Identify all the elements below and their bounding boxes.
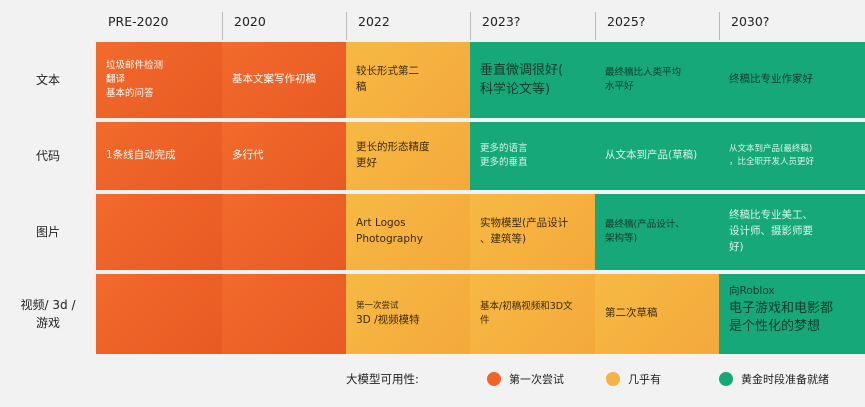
cell-image-2022: Art Logos Photography — [346, 194, 470, 270]
column-header-2023: 2023? — [482, 13, 521, 29]
cell-line: 1条线自动完成 — [106, 149, 176, 162]
cell-text-2030: 终稿比专业作家好 — [719, 42, 865, 118]
cell-line: 基本的问答 — [106, 88, 154, 100]
cell-line: 第二次草稿 — [605, 307, 658, 320]
column-header-pre2020: PRE-2020 — [108, 13, 169, 29]
cell-line: 更长的形态精度 更好 — [356, 141, 430, 169]
column-divider — [222, 12, 223, 40]
row-label-text: 文本 — [35, 73, 60, 87]
cell-line: 电子游戏和电影都 是个性化的梦想 — [729, 300, 834, 334]
legend-item-golden: 黄金时段准备就绪 — [719, 371, 829, 387]
cell-video-2025: 第二次草稿 — [595, 274, 719, 354]
cell-text-2025: 最终稿比人类平均 水平好 — [595, 42, 719, 118]
cell-line: Art Logos Photography — [356, 217, 423, 245]
column-divider — [719, 12, 720, 40]
cell-image-2023: 实物模型(产品设计 、建筑等) — [470, 194, 595, 270]
cell-text-2020: 基本文案写作初稿 — [222, 42, 346, 118]
row-label-image: 图片 — [35, 225, 60, 239]
cell-line: 垂直微调很好( 科学论文等) — [480, 62, 564, 98]
cell-image-2020 — [222, 194, 346, 270]
column-header-2020: 2020 — [234, 13, 266, 29]
row-label-code: 代码 — [35, 149, 60, 163]
cell-line: 向Roblox — [729, 285, 775, 297]
cell-line: 更多的垂直 — [480, 157, 528, 168]
legend-item-almost: 几乎有 — [606, 371, 661, 387]
cell-image-2025: 最终稿(产品设计、 架构等) — [595, 194, 719, 270]
cell-line: 实物模型(产品设计 、建筑等) — [480, 217, 569, 245]
cell-line: 终稿比专业作家好 — [729, 73, 813, 86]
cell-line: 基本文案写作初稿 — [232, 73, 316, 86]
cell-line: 第一次尝试 — [356, 300, 399, 311]
cell-code-2022: 更长的形态精度 更好 — [346, 122, 470, 190]
cell-line: 最终稿比人类平均 水平好 — [605, 66, 682, 92]
cell-line: 翻译 — [106, 73, 126, 85]
cell-code-2020: 多行代 — [222, 122, 346, 190]
cell-video-2023: 基本/初稿视频和3D文 件 — [470, 274, 595, 354]
legend-label: 几乎有 — [628, 373, 661, 386]
cell-image-pre2020 — [96, 194, 222, 270]
column-header-2030: 2030? — [731, 13, 770, 29]
cell-code-2030: 从文本到产品(最终稿) ，比全职开发人员更好 — [719, 122, 865, 190]
cell-video-2020 — [222, 274, 346, 354]
cell-line: 3D /视频模特 — [356, 313, 420, 326]
cell-video-pre2020 — [96, 274, 222, 354]
cell-line: 多行代 — [232, 149, 264, 162]
column-divider — [595, 12, 596, 40]
column-header-2025: 2025? — [607, 13, 646, 29]
legend-title: 大模型可用性: — [346, 372, 419, 386]
column-header-2022: 2022 — [358, 13, 390, 29]
cell-code-2025: 从文本到产品(草稿) — [595, 122, 719, 190]
cell-line: 最终稿(产品设计、 架构等) — [605, 218, 685, 244]
cell-video-2022: 第一次尝试 3D /视频模特 — [346, 274, 470, 354]
legend-dot-golden — [719, 372, 733, 386]
legend-label: 第一次尝试 — [509, 373, 564, 386]
cell-text-pre2020: 垃圾邮件检测 翻译 基本的问答 — [96, 42, 222, 118]
cell-line: 从文本到产品(最终稿) ，比全职开发人员更好 — [729, 144, 815, 167]
cell-code-2023: 更多的语言 更多的垂直 — [470, 122, 595, 190]
cell-line: 从文本到产品(草稿) — [605, 149, 698, 162]
legend-dot-first-attempt — [487, 372, 501, 386]
row-label-video-3d-game: 视频/ 3d / 游戏 — [20, 298, 76, 330]
cell-line: 终稿比专业美工、 设计师、摄影师要 好) — [729, 209, 813, 253]
cell-line: 基本/初稿视频和3D文 件 — [480, 300, 573, 326]
legend-dot-almost — [606, 372, 620, 386]
cell-line: 较长形式第二 稿 — [356, 65, 419, 93]
cell-image-2030: 终稿比专业美工、 设计师、摄影师要 好) — [719, 194, 865, 270]
cell-code-pre2020: 1条线自动完成 — [96, 122, 222, 190]
legend-label: 黄金时段准备就绪 — [741, 373, 829, 386]
cell-text-2022: 较长形式第二 稿 — [346, 42, 470, 118]
legend-item-first-attempt: 第一次尝试 — [487, 371, 564, 387]
cell-line: 更多的语言 — [480, 142, 528, 154]
cell-video-2030: 向Roblox 电子游戏和电影都 是个性化的梦想 — [719, 274, 865, 354]
cell-text-2023: 垂直微调很好( 科学论文等) — [470, 42, 595, 118]
column-divider — [346, 12, 347, 40]
cell-line: 垃圾邮件检测 — [106, 59, 164, 71]
column-divider — [470, 12, 471, 40]
